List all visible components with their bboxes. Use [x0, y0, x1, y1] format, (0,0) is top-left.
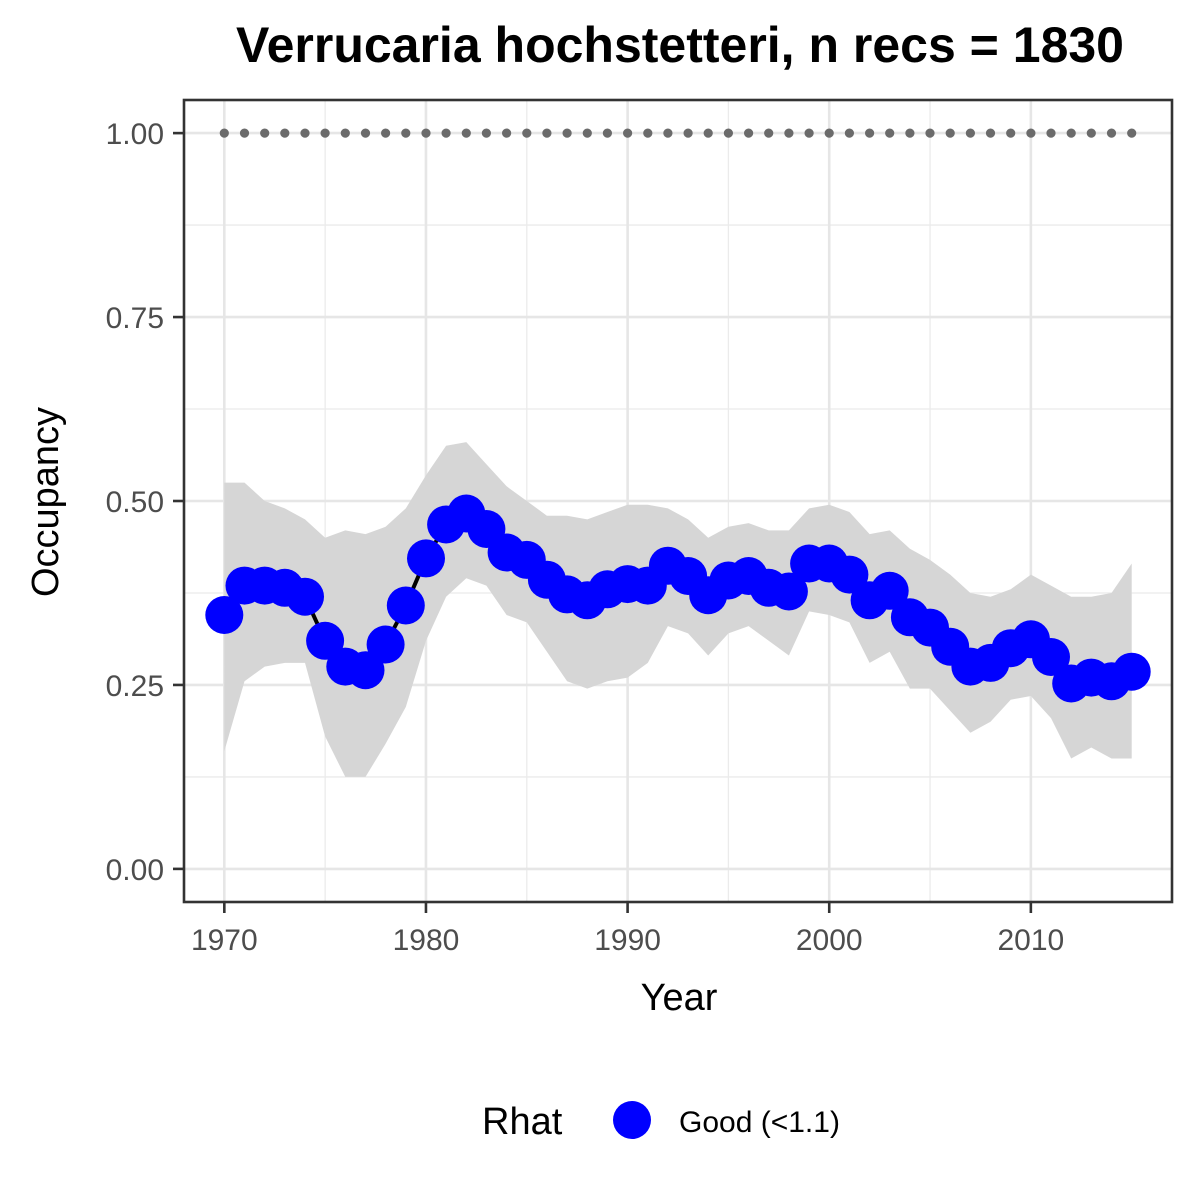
reference-line-dot [905, 128, 915, 138]
reference-line-dot [824, 128, 834, 138]
y-tick-label: 0.25 [106, 670, 164, 703]
reference-line-dot [340, 128, 350, 138]
reference-line-dot [381, 128, 391, 138]
reference-line-dot [804, 128, 814, 138]
y-axis-title: Occupancy [25, 407, 67, 597]
x-tick-label: 1970 [191, 924, 258, 957]
reference-line-dot [1106, 128, 1117, 138]
data-point [306, 621, 345, 660]
reference-line-dot [764, 128, 774, 138]
x-axis: 1970 1980 1990 2000 2010 [191, 902, 1064, 957]
reference-line-dot [542, 128, 552, 138]
data-point [386, 586, 425, 625]
reference-line-dot [1127, 128, 1137, 138]
reference-line-dot [481, 128, 491, 138]
legend-label-good: Good (<1.1) [679, 1106, 840, 1139]
reference-line-dot [300, 128, 310, 138]
y-tick-label: 0.00 [106, 854, 164, 887]
x-tick-label: 2010 [997, 924, 1064, 957]
reference-line-dot [885, 128, 895, 138]
data-point [366, 625, 405, 664]
reference-line-dot [1066, 128, 1076, 138]
reference-line-dot [461, 128, 471, 138]
reference-line-dot [1026, 128, 1036, 138]
reference-line-layer [219, 128, 1137, 138]
data-points-layer [205, 494, 1151, 703]
x-tick-label: 1990 [594, 924, 661, 957]
reference-line-dot [602, 128, 613, 138]
reference-line-dot [1046, 128, 1056, 138]
legend-key-good [613, 1101, 651, 1139]
data-point [286, 577, 324, 616]
reference-line-dot [280, 128, 290, 138]
reference-line-dot [441, 128, 451, 138]
data-point [769, 572, 808, 611]
data-point [1112, 652, 1151, 691]
reference-line-dot [623, 128, 633, 138]
legend-title: Rhat [482, 1101, 563, 1143]
reference-line-dot [562, 128, 572, 138]
reference-line-dot [683, 128, 693, 138]
reference-line-dot [582, 128, 592, 138]
reference-line-dot [502, 128, 512, 138]
y-axis: 0.00 0.25 0.50 0.75 1.00 [106, 118, 184, 887]
reference-line-dot [522, 128, 532, 138]
x-axis-title: Year [641, 977, 718, 1019]
reference-line-dot [945, 128, 955, 138]
reference-line-dot [219, 128, 229, 138]
reference-line-dot [1006, 128, 1016, 138]
reference-line-dot [965, 128, 976, 138]
reference-line-dot [744, 128, 754, 138]
data-point [407, 539, 445, 578]
reference-line-dot [401, 128, 411, 138]
reference-line-dot [723, 128, 734, 138]
reference-line-dot [260, 128, 270, 138]
y-tick-label: 1.00 [106, 118, 164, 151]
chart-title: Verrucaria hochstetteri, n recs = 1830 [236, 17, 1124, 73]
y-tick-label: 0.75 [106, 302, 164, 335]
legend: Rhat Good (<1.1) [482, 1101, 840, 1143]
reference-line-dot [360, 128, 371, 138]
reference-line-dot [421, 128, 431, 138]
data-point [830, 555, 869, 594]
data-point [1032, 638, 1070, 676]
reference-line-dot [985, 128, 996, 138]
reference-line-dot [239, 128, 250, 138]
x-tick-label: 2000 [796, 924, 863, 957]
reference-line-dot [703, 128, 713, 138]
reference-line-dot [844, 128, 855, 138]
data-point [205, 596, 244, 634]
reference-line-dot [925, 128, 935, 138]
data-point [346, 651, 385, 690]
reference-line-dot [784, 128, 794, 138]
reference-line-dot [320, 128, 330, 138]
y-tick-label: 0.50 [106, 486, 164, 519]
reference-line-dot [865, 128, 875, 138]
reference-line-dot [663, 128, 673, 138]
reference-line-dot [1086, 128, 1096, 138]
reference-line-dot [643, 128, 653, 138]
data-point [870, 571, 909, 610]
x-tick-label: 1980 [393, 924, 460, 957]
